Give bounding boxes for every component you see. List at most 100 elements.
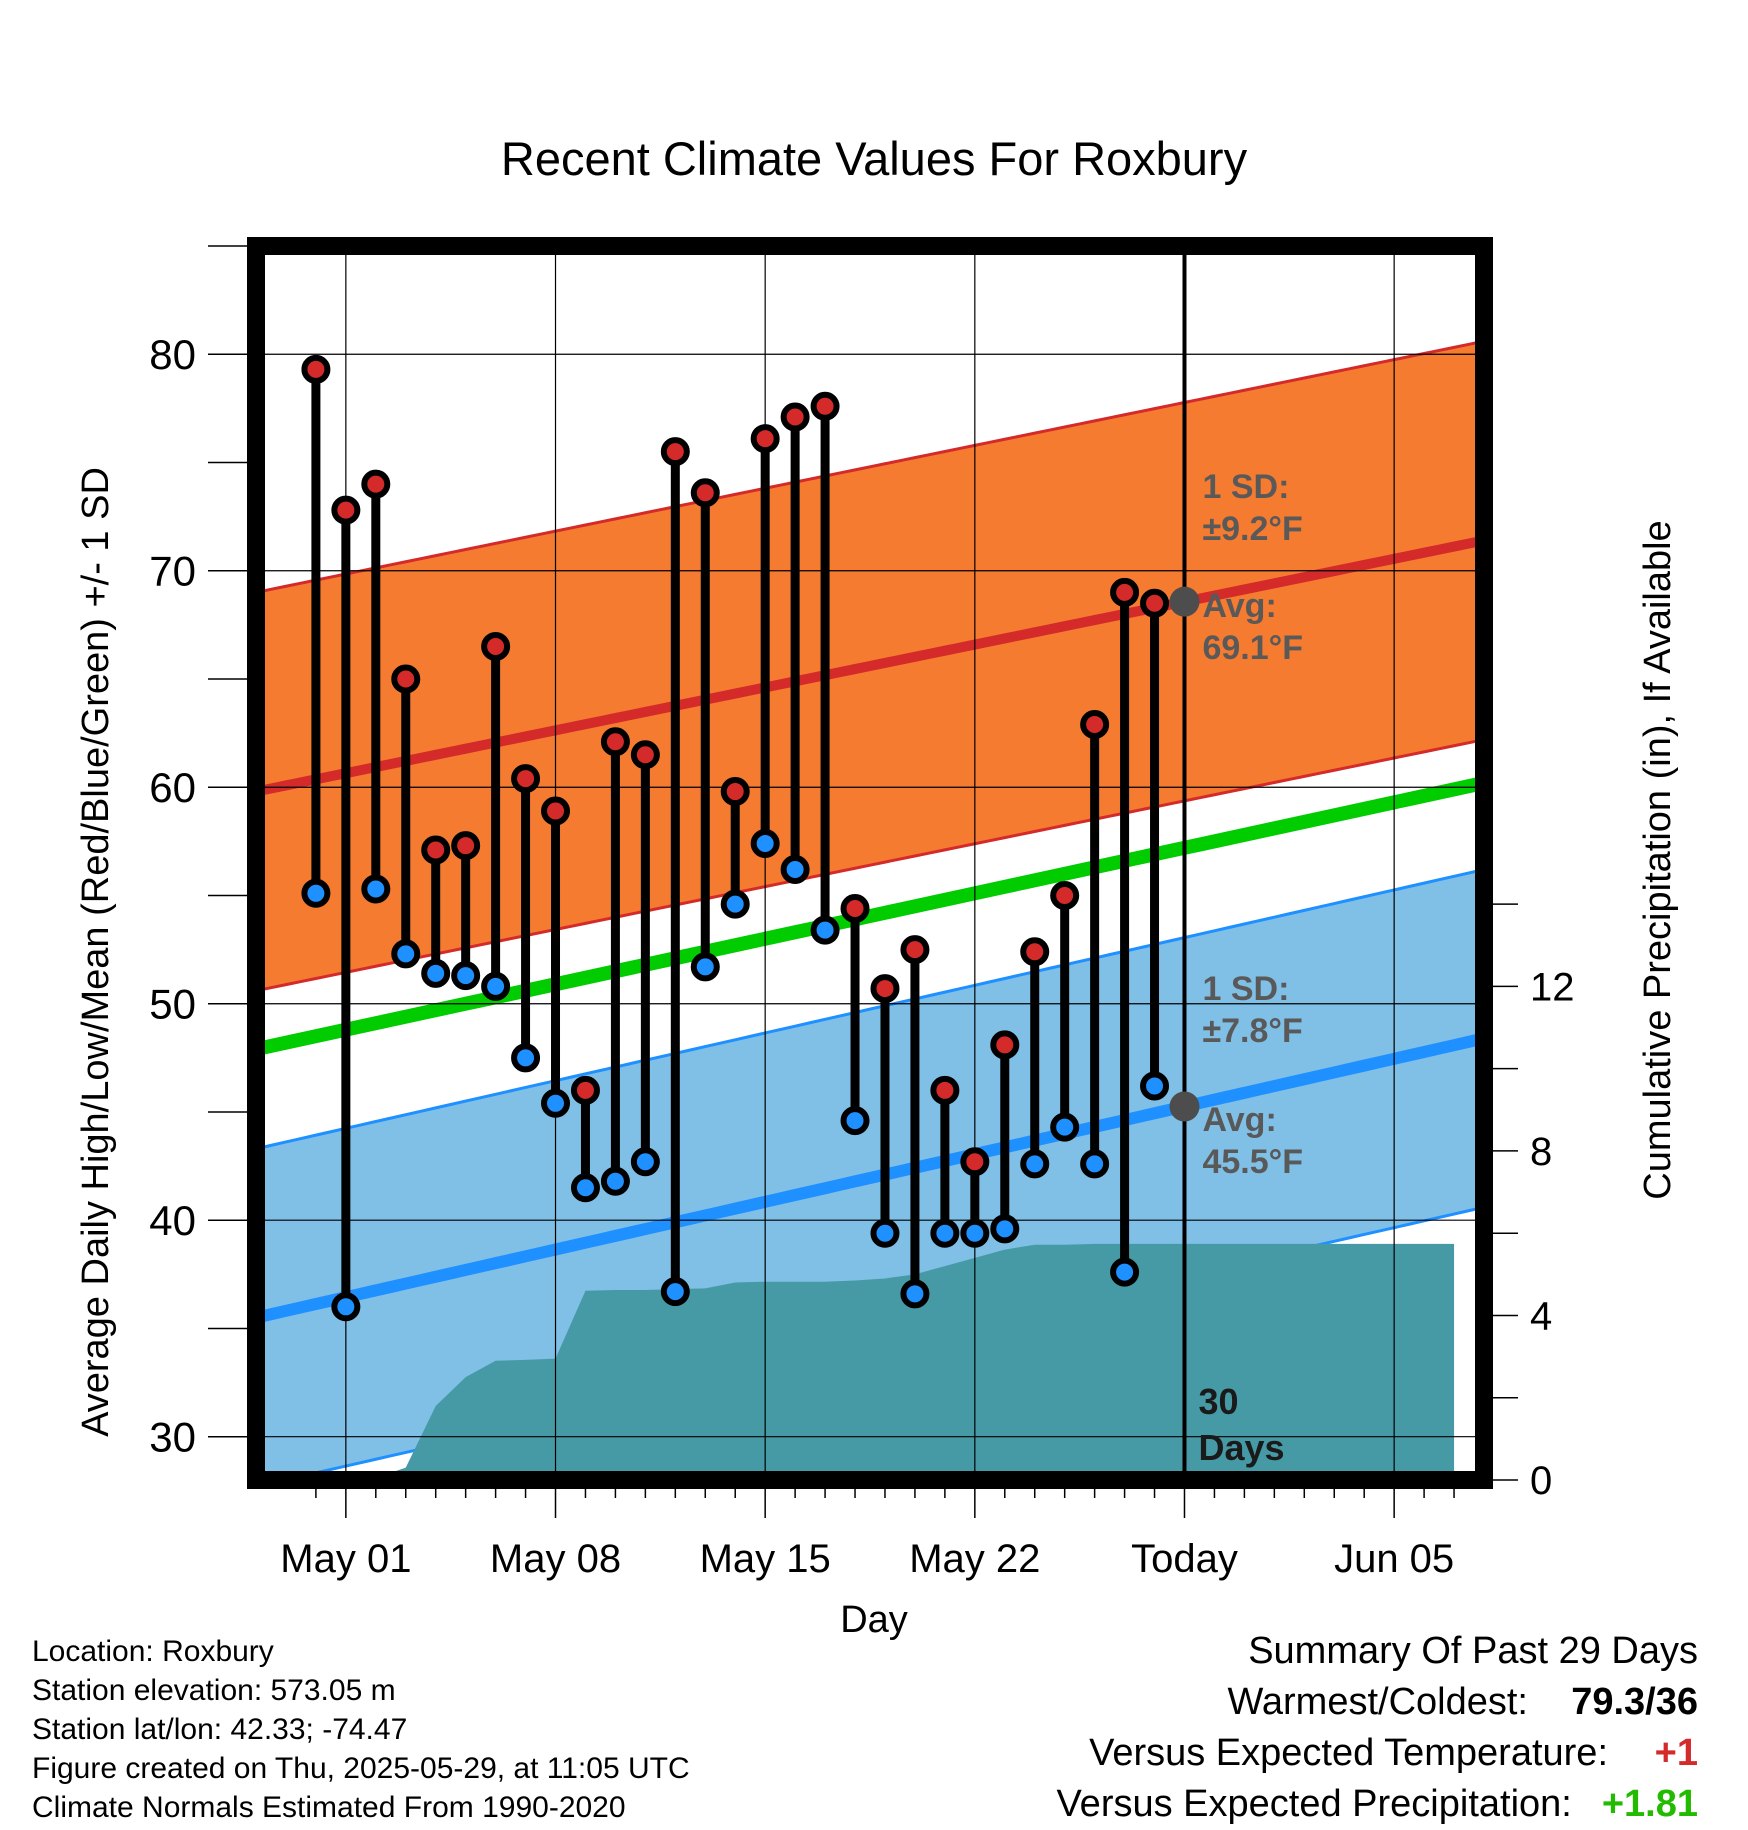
daily-low-point [810,915,840,945]
days-window-label-line: Days [1198,1427,1284,1468]
summary-temp-row: Versus Expected Temperature: +1 [1056,1728,1698,1779]
normal-high-line [256,535,1484,797]
daily-high-point [600,727,630,757]
plot-area: 1 SD: ±9.2°F Avg: 69.1°F 1 SD: ±7.8°F Avg: 45.5… [256,246,1484,1480]
daily-high-point [1110,577,1140,607]
y-left-tick-label: 60 [149,764,196,811]
y-axis-left-label: Average Daily High/Low/Mean (Red/Blue/Gr… [75,467,117,1437]
daily-high-point [630,740,660,770]
daily-high-point [780,402,810,432]
daily-low-point [361,874,391,904]
high-sd-annotation-line: ±9.2°F [1202,510,1302,548]
daily-low-point [660,1277,690,1307]
daily-high-point [840,893,870,923]
high-sd-annotation-line: 1 SD: [1202,468,1289,506]
x-tick-label: May 22 [909,1537,1040,1581]
low-avg-annotation-line: 45.5°F [1202,1143,1303,1181]
daily-high-point [900,935,930,965]
daily-high-point [660,437,690,467]
precip-area [345,1243,1455,1480]
daily-low-point [1140,1071,1170,1101]
x-tick-label: May 15 [700,1537,831,1581]
normal-mean-line [256,776,1484,1057]
daily-high-point [1080,709,1110,739]
daily-low-point [421,958,451,988]
y-left-tick-label: 70 [149,548,196,595]
daily-low-point [840,1106,870,1136]
warmest-label: Warmest/Coldest: [1227,1681,1528,1723]
daily-low-point [600,1166,630,1196]
latlon-text: Station lat/lon: 42.33; -74.47 [32,1713,408,1746]
daily-high-point [570,1075,600,1105]
summary-title: Summary Of Past 29 Days [1248,1630,1698,1672]
low-sd-band-upper-edge [256,868,1484,1151]
location-text: Location: Roxbury [32,1635,274,1668]
daily-high-point [720,777,750,807]
daily-low-point [301,878,331,908]
y-right-tick-label: 8 [1530,1130,1552,1174]
chart-title: Recent Climate Values For Roxbury [501,132,1248,185]
daily-high-point [361,469,391,499]
temp-label: Versus Expected Temperature: [1089,1732,1608,1774]
y-right-tick-label: 12 [1530,965,1575,1009]
temp-value: +1 [1654,1732,1698,1774]
station-info: Location: Roxbury Station elevation: 573… [32,1632,690,1827]
daily-low-point [930,1218,960,1248]
daily-high-point [990,1030,1020,1060]
normal-low-line [256,1032,1484,1324]
daily-high-point [690,478,720,508]
daily-low-point [1020,1149,1050,1179]
high-avg-annotation-line: 69.1°F [1202,629,1303,667]
x-axis-label: Day [840,1599,908,1641]
daily-low-point [750,829,780,859]
high-sd-annotation: 1 SD: ±9.2°F [1202,468,1302,548]
daily-low-point [451,961,481,991]
precip-value: +1.81 [1601,1783,1698,1825]
daily-low-point [331,1292,361,1322]
daily-high-point [391,664,421,694]
high-sd-band-lower-edge [256,738,1484,993]
x-tick-label: May 01 [280,1537,411,1581]
daily-high-point [930,1075,960,1105]
low-sd-annotation-line: 1 SD: [1202,970,1289,1008]
y-left-tick-label: 30 [149,1414,196,1461]
daily-low-point [720,889,750,919]
daily-low-point [391,939,421,969]
x-tick-label: Today [1131,1537,1238,1581]
daily-low-point [481,971,511,1001]
daily-low-point [630,1147,660,1177]
daily-high-point [960,1147,990,1177]
daily-high-point [481,632,511,662]
high-avg-annotation: Avg: 69.1°F [1202,587,1303,667]
daily-low-point [511,1043,541,1073]
today-low-avg-point [1169,1091,1200,1122]
low-avg-annotation-line: Avg: [1202,1101,1276,1139]
daily-high-point [810,391,840,421]
high-sd-band-upper-edge [256,339,1484,594]
daily-high-point [451,831,481,861]
high-avg-annotation-line: Avg: [1202,587,1276,625]
precip-label: Versus Expected Precipitation: [1056,1783,1572,1825]
y-right-tick-label: 4 [1530,1294,1552,1338]
today-high-avg-point [1169,586,1200,617]
daily-low-point [900,1279,930,1309]
created-text: Figure created on Thu, 2025-05-29, at 11… [32,1752,690,1785]
elevation-text: Station elevation: 573.05 m [32,1674,396,1707]
daily-low-point [541,1088,571,1118]
daily-high-point [1020,937,1050,967]
low-sd-annotation-line: ±7.8°F [1202,1012,1302,1050]
daily-low-point [1080,1149,1110,1179]
x-tick-label: May 08 [490,1537,621,1581]
summary-panel: Summary Of Past 29 Days Warmest/Coldest:… [1056,1626,1698,1830]
warmest-value: 79.3/36 [1571,1681,1698,1723]
y-left-tick-label: 40 [149,1197,196,1244]
low-sd-annotation: 1 SD: ±7.8°F [1202,970,1302,1050]
daily-low-point [1110,1257,1140,1287]
daily-low-point [960,1218,990,1248]
plot-frame [247,237,1493,1489]
x-tick-label: Jun 05 [1334,1537,1454,1581]
daily-high-point [1050,880,1080,910]
daily-high-point [511,764,541,794]
daily-high-point [870,974,900,1004]
